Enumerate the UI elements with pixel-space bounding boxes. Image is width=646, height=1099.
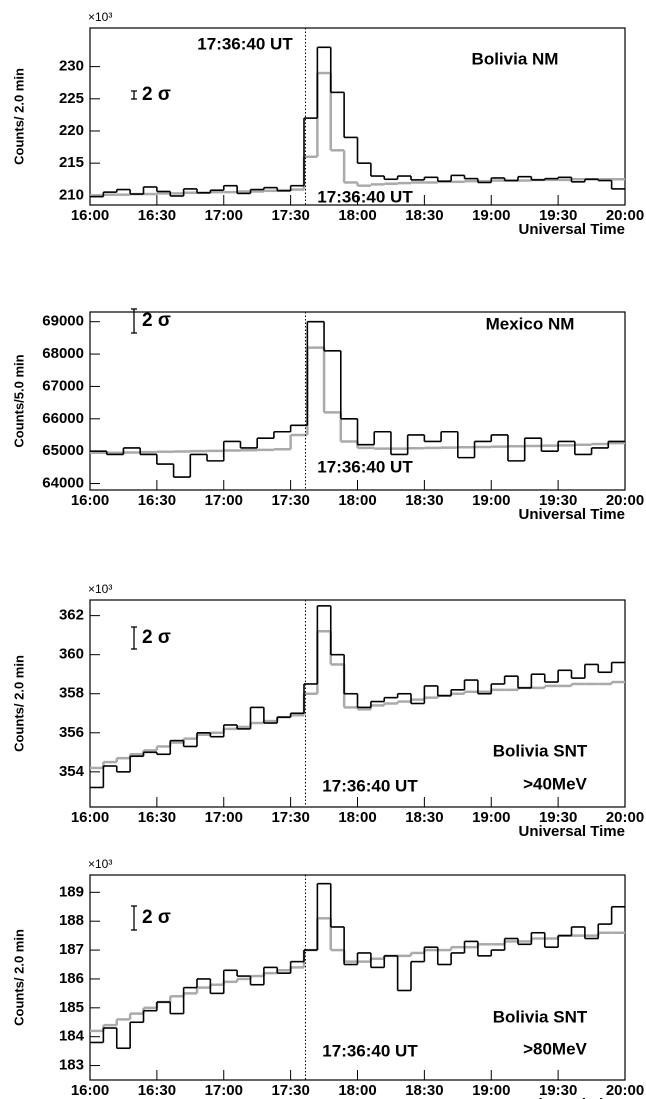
y-tick-label: 354 [59, 763, 85, 780]
x-tick-label: 17:30 [271, 1082, 309, 1099]
event-label: 17:36:40 UT [322, 776, 418, 795]
x-tick-label: 16:00 [71, 207, 109, 224]
x-tick-label: 17:00 [205, 207, 243, 224]
x-tick-label: 19:00 [472, 1082, 510, 1099]
x-tick-label: 20:00 [606, 207, 644, 224]
y-tick-label: 188 [59, 912, 84, 929]
x-tick-label: 17:00 [205, 492, 243, 509]
y-axis-label: Counts/ 2.0 min [11, 929, 26, 1026]
x-axis-label: Universal Time [519, 506, 625, 523]
y-multiplier: ×10³ [88, 582, 112, 596]
x-tick-label: 16:00 [71, 492, 109, 509]
y-multiplier: ×10³ [88, 10, 112, 24]
y-tick-label: 64000 [42, 474, 84, 491]
y-tick-label: 66000 [42, 410, 84, 427]
x-tick-label: 18:30 [405, 492, 443, 509]
x-tick-label: 20:00 [606, 1082, 644, 1099]
x-tick-label: 18:00 [338, 207, 376, 224]
x-axis-label: Universal Time [519, 1096, 625, 1099]
event-label: 17:36:40 UT [197, 34, 293, 53]
y-axis-label: Counts/5.0 min [11, 354, 26, 447]
plot-frame [89, 874, 626, 1081]
y-tick-label: 186 [59, 970, 84, 987]
x-tick-label: 17:00 [205, 1082, 243, 1099]
y-tick-label: 220 [59, 122, 84, 139]
station-title: Mexico NM [486, 314, 575, 333]
x-axis-label: Universal Time [519, 221, 625, 238]
x-tick-label: 19:30 [539, 207, 577, 224]
sigma-label: 2 σ [142, 310, 171, 331]
y-tick-label: 356 [59, 724, 84, 741]
y-tick-label: 69000 [42, 313, 84, 330]
plot-frame [89, 27, 626, 206]
y-tick-label: 230 [59, 58, 84, 75]
x-tick-label: 18:30 [405, 207, 443, 224]
x-tick-label: 17:00 [205, 809, 243, 826]
x-tick-label: 16:00 [71, 1082, 109, 1099]
sigma-label: 2 σ [142, 907, 171, 928]
x-tick-label: 19:30 [539, 1082, 577, 1099]
y-tick-label: 187 [59, 941, 84, 958]
x-tick-label: 19:30 [539, 492, 577, 509]
y-tick-label: 360 [59, 646, 84, 663]
event-label: 17:36:40 UT [317, 457, 413, 476]
y-tick-label: 225 [59, 90, 84, 107]
x-tick-label: 16:30 [138, 207, 176, 224]
station-title: Bolivia SNT [493, 741, 588, 760]
plot-frame [89, 311, 626, 491]
y-tick-label: 210 [59, 186, 84, 203]
x-tick-label: 19:00 [472, 809, 510, 826]
sigma-label: 2 σ [142, 627, 171, 648]
station-subtitle: >40MeV [523, 774, 587, 793]
y-tick-label: 215 [59, 154, 84, 171]
x-tick-label: 18:00 [338, 809, 376, 826]
event-label: 17:36:40 UT [322, 1041, 418, 1060]
x-tick-label: 19:30 [539, 809, 577, 826]
x-tick-label: 18:00 [338, 492, 376, 509]
x-tick-label: 18:00 [338, 1082, 376, 1099]
x-tick-label: 19:00 [472, 207, 510, 224]
station-subtitle: >80MeV [523, 1039, 587, 1058]
x-tick-label: 17:30 [271, 492, 309, 509]
y-tick-label: 189 [59, 883, 84, 900]
x-tick-label: 20:00 [606, 809, 644, 826]
y-tick-label: 68000 [42, 345, 84, 362]
x-axis-label: Universal Time [519, 823, 625, 840]
x-tick-label: 17:30 [271, 809, 309, 826]
event-label: 17:36:40 UT [317, 187, 413, 206]
x-tick-label: 20:00 [606, 492, 644, 509]
x-tick-label: 16:30 [138, 1082, 176, 1099]
x-tick-label: 17:30 [271, 207, 309, 224]
x-tick-label: 16:30 [138, 492, 176, 509]
x-tick-label: 16:00 [71, 809, 109, 826]
x-tick-label: 19:00 [472, 492, 510, 509]
y-tick-label: 67000 [42, 377, 84, 394]
y-tick-label: 184 [59, 1028, 85, 1045]
station-title: Bolivia NM [472, 49, 559, 68]
y-tick-label: 362 [59, 607, 84, 624]
y-axis-label: Counts/ 2.0 min [11, 655, 26, 752]
x-tick-label: 16:30 [138, 809, 176, 826]
y-axis-label: Counts/ 2.0 min [11, 68, 26, 165]
sigma-label: 2 σ [142, 84, 171, 105]
y-tick-label: 358 [59, 685, 84, 702]
y-multiplier: ×10³ [88, 857, 112, 871]
station-title: Bolivia SNT [493, 1007, 588, 1026]
y-tick-label: 185 [59, 999, 84, 1016]
y-tick-label: 65000 [42, 442, 84, 459]
x-tick-label: 18:30 [405, 809, 443, 826]
y-tick-label: 183 [59, 1057, 84, 1074]
x-tick-label: 18:30 [405, 1082, 443, 1099]
